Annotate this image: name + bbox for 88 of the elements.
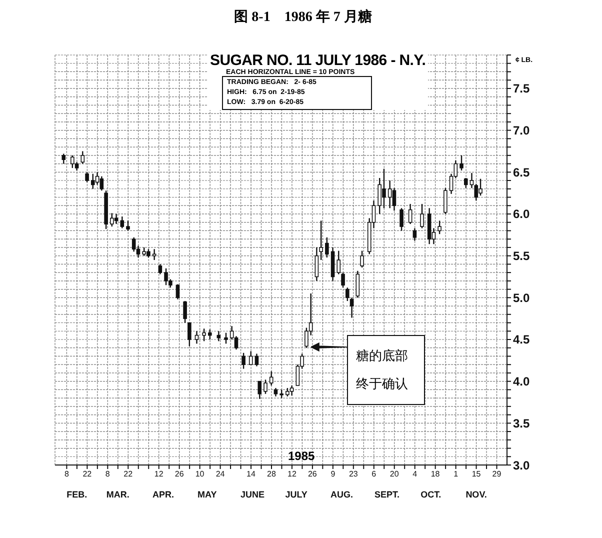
x2-tick-label: APR.	[152, 489, 174, 500]
x-tick-label: 6	[372, 470, 377, 479]
candlestick	[70, 154, 74, 169]
candlestick	[95, 172, 100, 186]
chart-subtitle: SUGAR NO. 11 JULY 1986 - N.Y.	[210, 52, 426, 69]
x-tick-label: 28	[267, 470, 276, 479]
annotation: 糖的底部终于确认	[347, 335, 425, 405]
candlestick	[183, 300, 187, 324]
chart-title: 图 8-1 1986 年 7 月糖	[233, 8, 373, 26]
y-tick-label: 4.0	[513, 374, 530, 389]
x-tick-label: 18	[430, 470, 440, 479]
candlestick	[85, 172, 89, 183]
candlestick	[408, 203, 412, 225]
x-tick-label: 20	[390, 470, 400, 479]
y-tick-label: 4.5	[513, 332, 530, 347]
x-tick-label: 9	[330, 470, 336, 479]
candlestick	[325, 236, 329, 258]
x-tick-label: 4	[412, 470, 418, 479]
candlestick	[264, 379, 268, 394]
x-tick-label: 29	[492, 470, 502, 479]
candlestick	[444, 187, 448, 215]
candlestick	[126, 220, 130, 232]
x2-tick-label: JULY	[285, 489, 308, 500]
x-tick-label: 10	[195, 470, 205, 479]
candlestick	[158, 264, 162, 275]
x-tick-label: 22	[82, 470, 92, 479]
candlestick	[412, 228, 417, 242]
candlestick	[269, 370, 274, 386]
x-tick-label: 1	[454, 470, 459, 479]
candlestick	[360, 250, 364, 268]
x-tick-label: 12	[154, 470, 164, 479]
y-tick-label: 5.0	[513, 290, 530, 305]
y-tick-label: 5.5	[513, 249, 530, 264]
y-tick-label: 7.0	[513, 124, 530, 138]
candlestick	[80, 150, 85, 164]
candlestick	[152, 248, 156, 261]
x-tick-label: 14	[246, 470, 256, 479]
y-tick-label: 7.5	[513, 82, 530, 96]
candlestick	[438, 220, 442, 235]
candlestick	[62, 153, 66, 164]
candlestick	[194, 330, 199, 344]
candlestick	[248, 350, 253, 366]
candlestick	[336, 250, 341, 275]
y-tick-label: 3.0	[513, 458, 530, 472]
x-tick-label: 12	[288, 470, 297, 479]
y-tick-label: 3.5	[513, 416, 530, 430]
candlestick	[392, 187, 396, 212]
candlestick	[224, 332, 228, 344]
candlestick	[314, 246, 319, 282]
candlestick	[110, 212, 114, 228]
x-tick-label: 23	[348, 470, 358, 479]
x-tick-label: 26	[308, 470, 318, 479]
candlestick	[420, 203, 424, 229]
candlestick	[460, 154, 464, 172]
candlestick	[132, 236, 136, 252]
x-tick-label: 8	[105, 470, 110, 479]
x2-tick-label: FEB.	[66, 489, 88, 500]
candlestick	[356, 270, 360, 298]
y-tick-label: 6.5	[513, 165, 530, 180]
candlestick	[188, 322, 192, 347]
candlestick	[254, 353, 259, 367]
x-tick-label: 15	[472, 470, 482, 479]
candlestick	[90, 173, 95, 190]
candlestick	[202, 328, 206, 342]
candlestick	[120, 216, 124, 229]
candlestick	[400, 208, 404, 232]
candlestick	[388, 180, 392, 209]
candlestick	[176, 284, 180, 300]
x2-tick-label: SEPT.	[374, 489, 400, 500]
x-tick-label: 8	[64, 470, 70, 479]
y-tick-label: 6.0	[513, 207, 530, 222]
x2-tick-label: AUG.	[330, 489, 353, 500]
x-tick-label: 24	[216, 470, 226, 479]
x2-tick-label: OCT.	[420, 489, 442, 500]
candlestick	[464, 177, 468, 189]
candlestick	[242, 352, 246, 370]
x-tick-label: 22	[124, 470, 134, 479]
x2-tick-label: MAR.	[106, 489, 130, 500]
x2-tick-label: MAY	[198, 489, 217, 500]
candlestick	[341, 272, 345, 288]
x2-tick-label: NOV.	[466, 489, 487, 500]
candlestick	[258, 380, 262, 400]
candlestick	[290, 384, 294, 396]
annotation: 1985	[288, 449, 315, 463]
candlestick	[208, 328, 212, 340]
x-tick-label: 26	[174, 470, 184, 479]
x2-tick-label: JUNE	[240, 489, 264, 500]
candlestick	[100, 176, 104, 192]
